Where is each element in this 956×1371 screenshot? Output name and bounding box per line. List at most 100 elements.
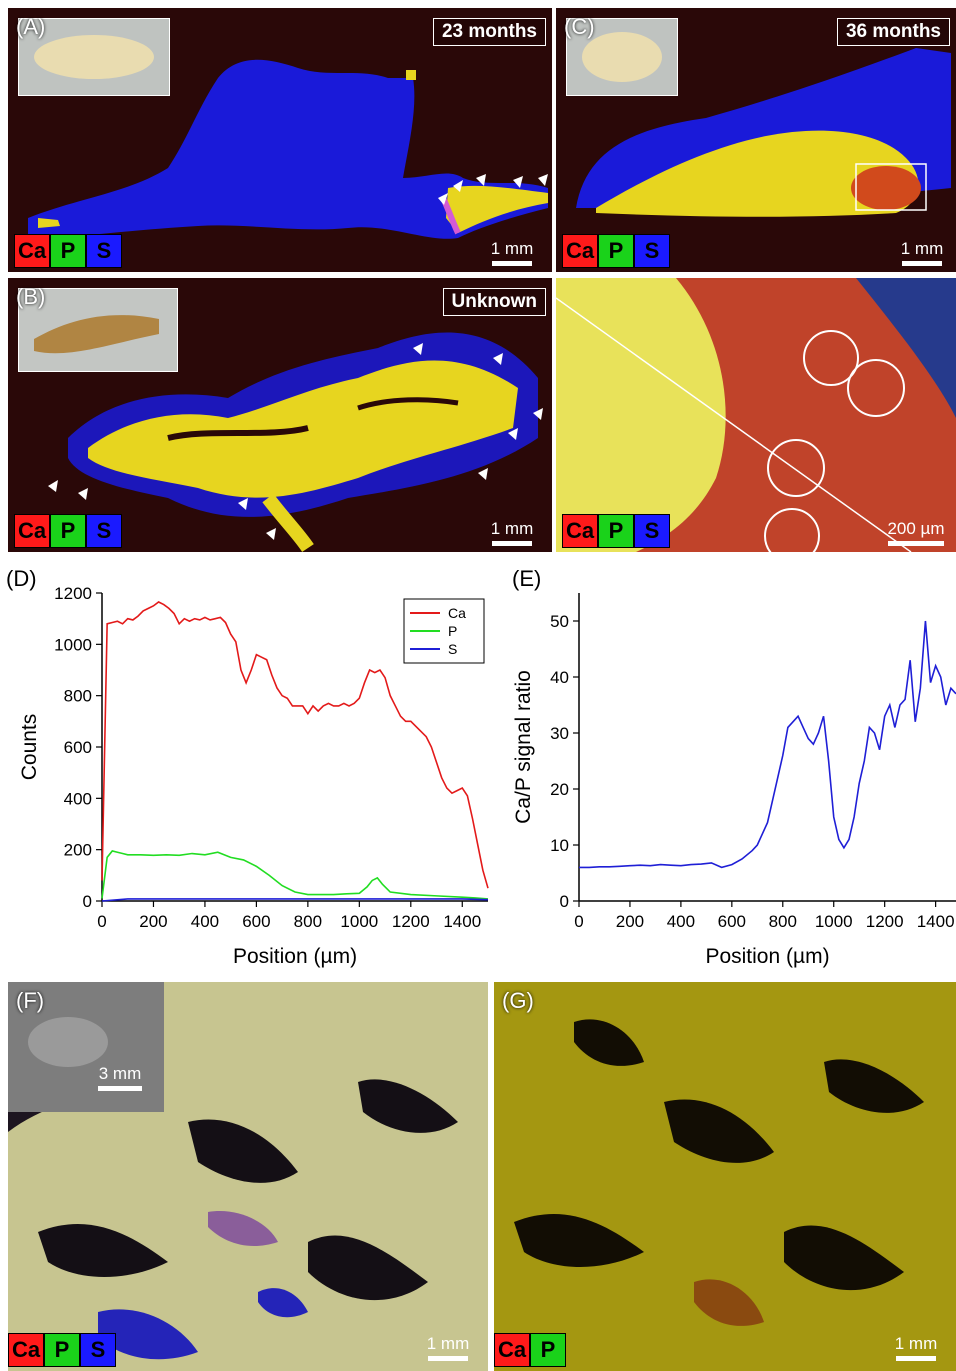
photo-thumbnail [582, 32, 662, 82]
panel-g-label: (G) [502, 988, 534, 1013]
x-tick-label: 200 [616, 912, 644, 931]
x-axis-label: Position (µm) [705, 945, 829, 968]
panel-c-scalebar: 1 mm [892, 239, 952, 266]
panel-f-label: (F) [16, 988, 45, 1013]
panel-b-ca-p-s-map: (B) Unknown Ca P S 1 mm [8, 278, 552, 552]
x-tick-label: 600 [242, 912, 270, 931]
panel-f-ca-p-s-map: 3 mm (F) Ca P S 1 mm [8, 982, 488, 1371]
ca-chip: Ca [562, 234, 598, 268]
panel-g-scalebar: 1 mm [886, 1334, 946, 1361]
y-tick-label: 50 [550, 612, 569, 631]
s-chip: S [634, 514, 670, 548]
panel-f-channel-legend: Ca P S [8, 1333, 116, 1367]
panel-b-scalebar: 1 mm [482, 519, 542, 546]
y-tick-label: 1200 [54, 584, 92, 603]
y-tick-label: 600 [64, 738, 92, 757]
panel-c-zoom-channel-legend: Ca P S [562, 514, 670, 548]
legend-label: Ca [448, 605, 466, 621]
y-tick-label: 20 [550, 780, 569, 799]
y-tick-label: 1000 [54, 635, 92, 654]
scalebar-text: 1 mm [426, 1334, 470, 1353]
x-tick-label: 1200 [866, 912, 904, 931]
scalebar-bar [896, 1356, 936, 1361]
x-tick-label: 0 [574, 912, 583, 931]
series-line-s [101, 898, 489, 902]
panel-a-time-label: 23 months [432, 18, 546, 46]
y-axis-label: Ca/P signal ratio [512, 670, 535, 824]
s-chip: S [634, 234, 670, 268]
y-tick-label: 200 [64, 841, 92, 860]
y-tick-label: 400 [64, 789, 92, 808]
scalebar-bar [428, 1356, 468, 1361]
scalebar-bar [98, 1086, 142, 1091]
scalebar-text: 1 mm [894, 1334, 938, 1353]
scalebar-text: 200 µm [887, 519, 945, 538]
chart-e-ratio: 0 200 400 600 800 1000 1200 1400 0 10 20 30 40 50 Posi… [512, 593, 956, 968]
panel-a-channel-legend: Ca P S [14, 234, 122, 268]
panel-a-scalebar: 1 mm [482, 239, 542, 266]
panel-f-sem-inset: 3 mm [8, 982, 164, 1112]
scalebar-text: 1 mm [900, 239, 944, 258]
panel-g-map-image [494, 982, 956, 1371]
x-tick-label: 400 [191, 912, 219, 931]
photo-thumbnail [34, 315, 159, 354]
s-chip: S [80, 1333, 116, 1367]
x-tick-label: 800 [769, 912, 797, 931]
y-tick-label: 40 [550, 668, 569, 687]
series-line-e [579, 620, 956, 869]
panel-b-photo-inset [18, 288, 178, 372]
x-tick-label: 0 [97, 912, 106, 931]
panel-b-time-label: Unknown [442, 288, 546, 316]
p-chip: P [50, 234, 86, 268]
ca-chip: Ca [494, 1333, 530, 1367]
legend-label: P [448, 623, 457, 639]
x-tick-label: 1000 [340, 912, 378, 931]
x-axis-label: Position (µm) [233, 945, 357, 968]
p-chip: P [598, 234, 634, 268]
scalebar-text: 1 mm [490, 239, 534, 258]
series-line-p [101, 850, 489, 900]
p-chip: P [530, 1333, 566, 1367]
x-tick-label: 1400 [443, 912, 481, 931]
y-tick-label: 30 [550, 724, 569, 743]
series-line-ca [101, 601, 489, 889]
p-chip: P [44, 1333, 80, 1367]
panel-g-ca-p-map: (G) Ca P 1 mm [494, 982, 956, 1371]
p-chip: P [598, 514, 634, 548]
panel-e-label: (E) [512, 566, 542, 591]
y-tick-label: 800 [64, 687, 92, 706]
scalebar-bar [902, 261, 942, 266]
scalebar-text: 3 mm [98, 1064, 142, 1083]
s-chip: S [86, 234, 122, 268]
y-tick-label: 0 [560, 892, 569, 911]
x-tick-label: 800 [294, 912, 322, 931]
y-tick-label: 10 [550, 836, 569, 855]
panel-f-scalebar: 1 mm [418, 1334, 478, 1361]
panel-b-channel-legend: Ca P S [14, 514, 122, 548]
panel-c-channel-legend: Ca P S [562, 234, 670, 268]
ca-chip: Ca [14, 514, 50, 548]
scalebar-bar [492, 541, 532, 546]
panel-c-ca-p-s-map: (C) 36 months Ca P S 1 mm [556, 8, 956, 272]
chart-d-counts: 0 200 400 600 800 1000 1200 1400 0 200 400 600 800 10… [18, 584, 489, 968]
panel-a-photo-inset [18, 18, 170, 96]
panel-c-label: (C) [564, 14, 595, 39]
panel-a-ca-p-s-map: (A) 23 months Ca P S 1 mm [8, 8, 552, 272]
ca-chip: Ca [8, 1333, 44, 1367]
x-tick-label: 1200 [392, 912, 430, 931]
x-tick-label: 600 [718, 912, 746, 931]
panel-c-zoom-map: Ca P S 200 µm [556, 278, 956, 552]
y-tick-label: 0 [83, 892, 92, 911]
panel-c-zoom-scalebar: 200 µm [878, 519, 954, 546]
panel-a-map-image [8, 8, 552, 272]
panel-d-label: (D) [6, 566, 37, 591]
x-tick-label: 1400 [917, 912, 955, 931]
x-tick-label: 1000 [815, 912, 853, 931]
panel-b-label: (B) [16, 284, 46, 309]
x-tick-label: 200 [139, 912, 167, 931]
photo-thumbnail [34, 35, 154, 79]
panel-f-inset-scalebar: 3 mm [88, 1064, 152, 1091]
ca-chip: Ca [562, 514, 598, 548]
x-tick-label: 400 [667, 912, 695, 931]
scalebar-bar [888, 541, 944, 546]
